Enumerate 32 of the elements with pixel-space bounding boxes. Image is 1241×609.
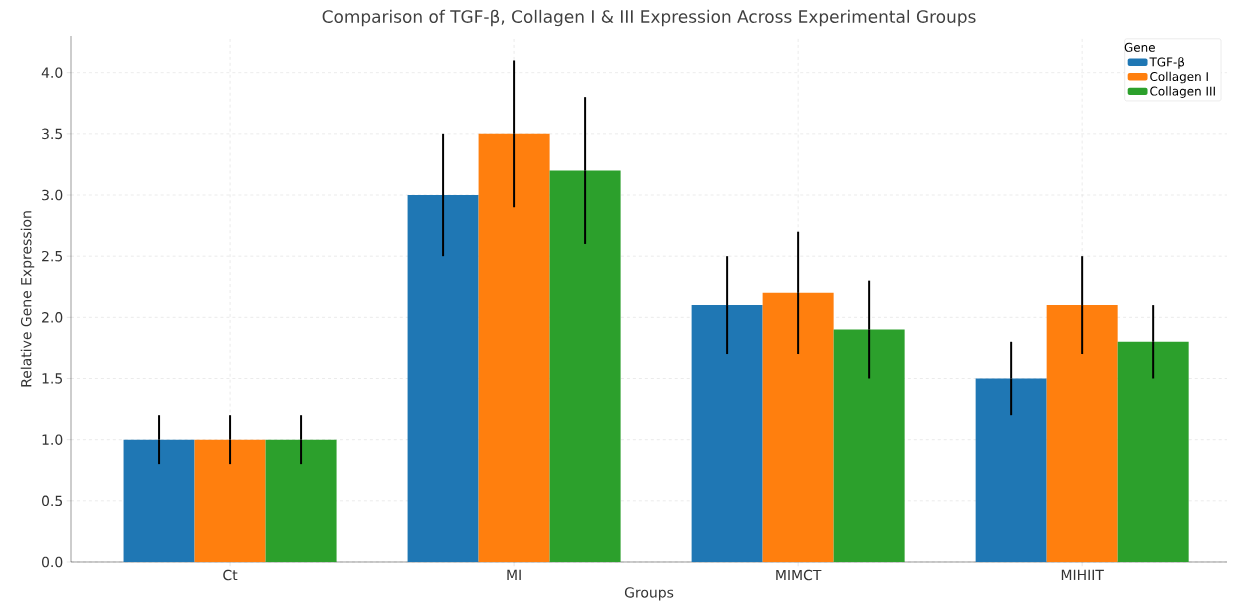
legend-label: TGF-β — [1149, 57, 1185, 69]
y-tick-label: 2.0 — [42, 312, 63, 323]
legend-title: Gene — [1124, 42, 1155, 52]
bar — [1117, 341, 1189, 562]
y-tick-label: 2.5 — [42, 250, 63, 262]
y-tick-label: 1.5 — [42, 373, 63, 384]
x-tick-label: MIHIIT — [1061, 569, 1104, 580]
bar — [123, 439, 195, 562]
bar — [1046, 305, 1118, 562]
bar — [975, 378, 1047, 562]
legend-label: Collagen III — [1150, 86, 1215, 98]
bar — [407, 195, 479, 562]
y-tick-label: 4.0 — [41, 67, 63, 78]
y-tick-label: 3.5 — [42, 128, 63, 140]
bar — [762, 292, 834, 562]
legend-label: Collagen I — [1150, 71, 1208, 84]
bar — [691, 305, 763, 562]
x-axis-title: Groups — [624, 587, 674, 601]
x-tick-label: MI — [507, 569, 521, 580]
y-axis-title: Relative Gene Expression — [20, 211, 35, 387]
y-tick-label: 0.5 — [41, 495, 63, 507]
bar — [265, 439, 337, 562]
y-tick-label: 1.0 — [42, 434, 63, 445]
bar — [478, 133, 550, 562]
x-tick-label: Ct — [223, 569, 238, 581]
bar — [194, 439, 266, 562]
y-tick-label: 0.0 — [41, 556, 63, 568]
x-tick-label: MIMCT — [776, 569, 822, 581]
y-tick-label: 3.0 — [42, 189, 63, 201]
bar — [833, 329, 905, 562]
bar — [549, 170, 621, 562]
chart-title: Comparison of TGF-β, Collagen I & III Expression Across Experimental Groups — [322, 9, 976, 27]
